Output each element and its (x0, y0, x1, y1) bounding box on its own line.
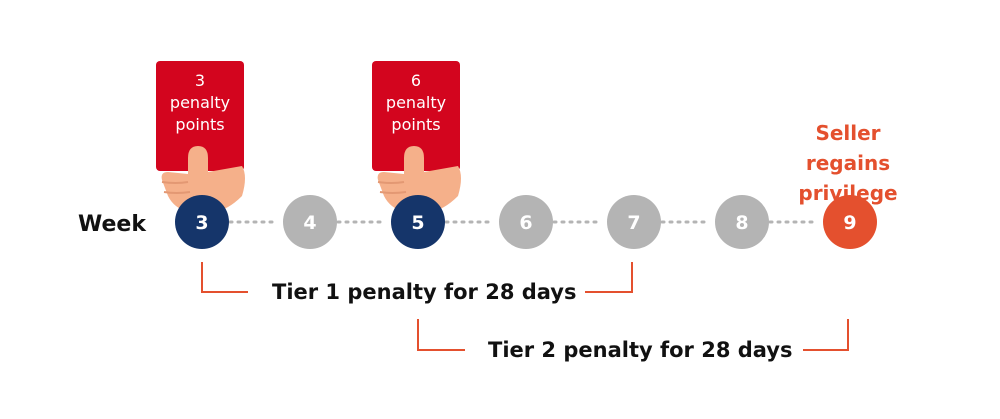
week-circle-3: 3 (175, 195, 229, 249)
week-circle-6: 6 (499, 195, 553, 249)
card-1-line3: points (175, 115, 225, 134)
week-circle-shape (175, 195, 229, 249)
week-circle-7: 7 (607, 195, 661, 249)
card-1-text: 3 penalty points (156, 70, 244, 136)
week-circle-shape (823, 195, 877, 249)
tier-2-label: Tier 2 penalty for 28 days (488, 338, 793, 362)
penalty-card-2 (372, 61, 461, 212)
week-number: 8 (735, 212, 748, 234)
week-circle-shape (391, 195, 445, 249)
tier-1-label: Tier 1 penalty for 28 days (272, 280, 577, 304)
week-number: 7 (627, 212, 640, 234)
week-circles: 3 4 5 6 7 8 9 (175, 195, 877, 249)
week-circle-9: 9 (823, 195, 877, 249)
card-2-points: 6 (410, 71, 422, 90)
week-circle-shape (283, 195, 337, 249)
week-number: 6 (519, 212, 532, 234)
card-1-points: 3 (194, 71, 206, 90)
red-card-shape (372, 61, 460, 171)
red-card-shape (156, 61, 244, 171)
card-1-line2: penalty (169, 93, 231, 112)
week-number: 4 (303, 212, 316, 234)
card-2-line2: penalty (385, 93, 447, 112)
seller-regains-privilege-text: Seller regains privilege (770, 118, 926, 208)
tier-1-bracket (201, 262, 633, 293)
week-number: 3 (195, 212, 208, 234)
week-number: 5 (411, 212, 424, 234)
hand-icon (377, 146, 461, 212)
week-circle-4: 4 (283, 195, 337, 249)
week-number: 9 (843, 212, 856, 234)
week-circle-shape (715, 195, 769, 249)
hand-icon (161, 146, 245, 212)
week-circle-8: 8 (715, 195, 769, 249)
card-2-line3: points (391, 115, 441, 134)
card-2-text: 6 penalty points (372, 70, 460, 136)
regain-line-2: privilege (798, 181, 898, 205)
week-axis-label: Week (78, 212, 146, 237)
week-circle-shape (499, 195, 553, 249)
regain-line-1: Seller regains (805, 121, 891, 175)
week-circle-shape (607, 195, 661, 249)
tier-2-bracket (417, 319, 849, 351)
week-circle-5: 5 (391, 195, 445, 249)
penalty-card-1 (156, 61, 245, 212)
